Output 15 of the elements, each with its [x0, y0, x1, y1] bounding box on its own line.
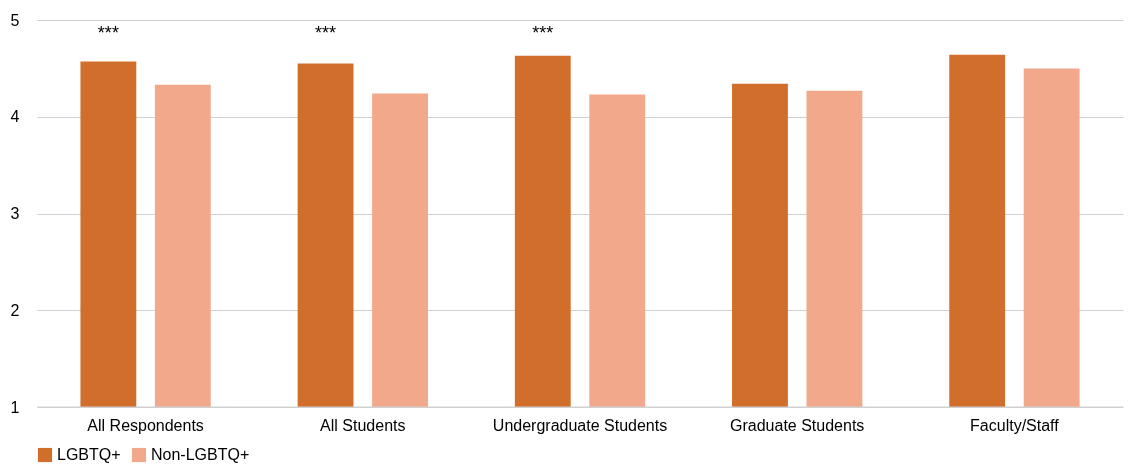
y-tick-label: 5	[10, 11, 20, 29]
legend-label: Non-LGBTQ+	[151, 446, 250, 463]
annotation: ***	[97, 23, 119, 43]
y-tick-label: 4	[10, 108, 20, 126]
x-tick-label: Undergraduate Students	[492, 416, 668, 434]
x-tick-label: Faculty/Staff	[970, 416, 1060, 434]
legend-label: LGBTQ+	[57, 446, 121, 463]
annotation: ***	[532, 23, 554, 43]
annotation: ***	[315, 23, 337, 43]
y-tick-label: 1	[10, 398, 20, 416]
x-tick-label: All Respondents	[87, 416, 204, 434]
x-tick-label: Graduate Students	[730, 416, 865, 434]
x-tick-label: All Students	[320, 416, 406, 434]
y-tick-label: 3	[10, 205, 20, 222]
y-tick-label: 2	[10, 301, 20, 319]
